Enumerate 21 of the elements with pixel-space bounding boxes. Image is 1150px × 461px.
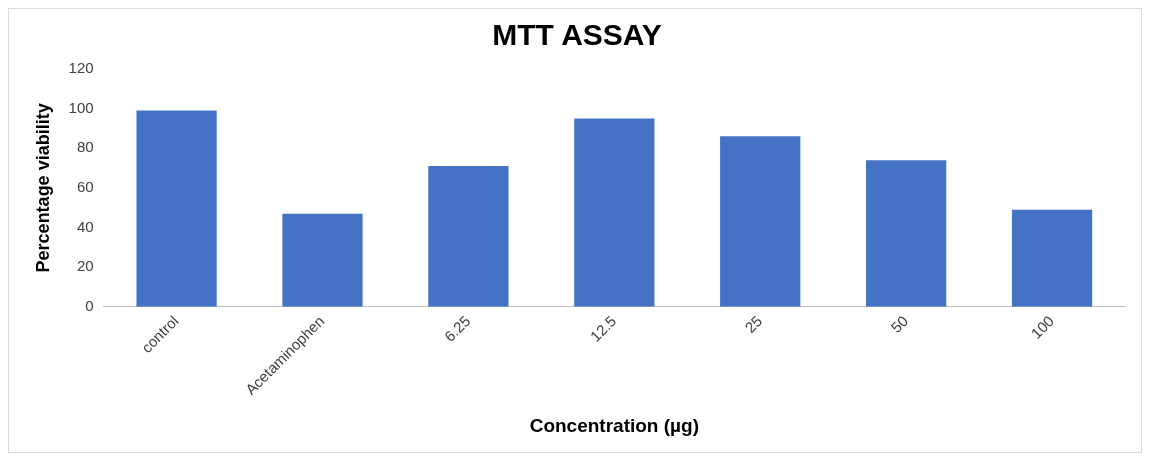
y-tick-label: 40 (76, 217, 94, 235)
x-tick-label: 100 (1027, 312, 1058, 342)
bar (574, 118, 655, 307)
x-tick-label: 50 (887, 312, 912, 336)
bar (136, 110, 217, 307)
bar (720, 136, 801, 307)
bar (866, 160, 947, 307)
bar (1011, 209, 1093, 307)
y-tick-label: 100 (68, 98, 94, 116)
x-tick-label: 6.25 (440, 312, 474, 345)
y-tick-label: 20 (76, 257, 94, 275)
y-tick-label: 0 (85, 296, 94, 314)
y-tick-label: 60 (76, 178, 94, 196)
chart-title: MTT ASSAY (492, 18, 662, 52)
x-axis-title: Concentration (µg) (529, 414, 699, 436)
bar (282, 213, 363, 307)
y-tick-label: 80 (76, 138, 94, 156)
x-tick-label: 25 (741, 312, 766, 336)
y-tick-label: 120 (68, 59, 94, 77)
y-axis-title: Percentage viability (32, 103, 53, 273)
bar (428, 166, 509, 307)
